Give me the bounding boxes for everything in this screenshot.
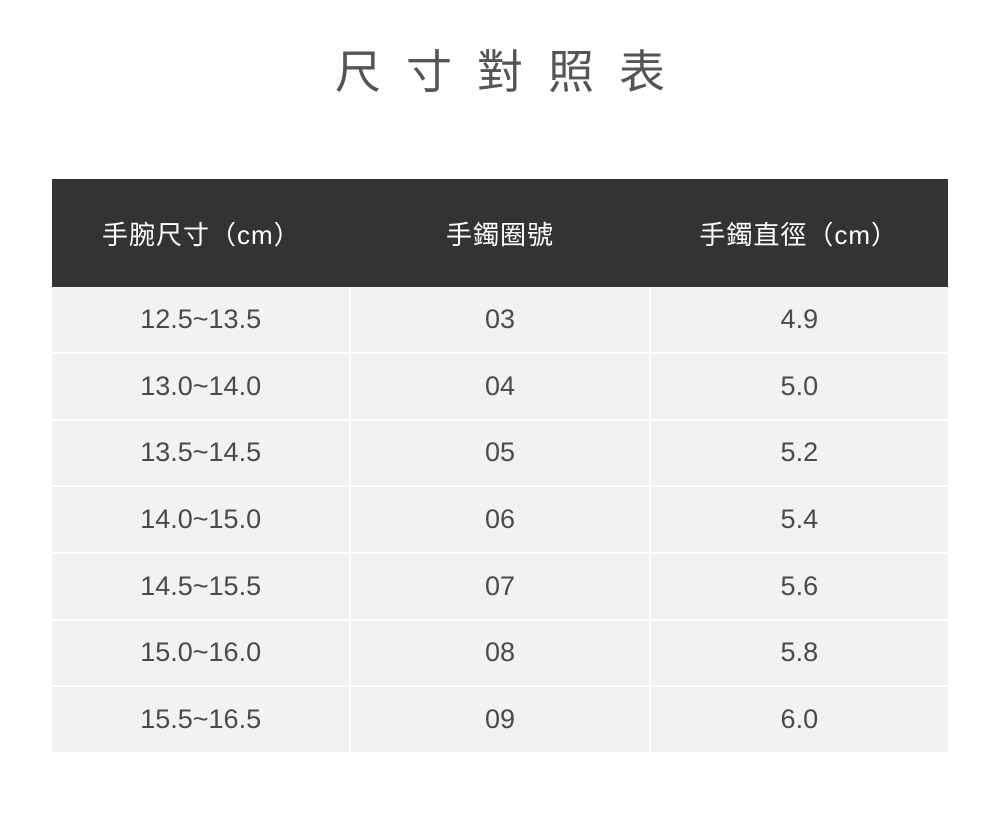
table-row: 13.5~14.5 05 5.2 xyxy=(52,420,948,486)
table-cell-wrist-size: 13.0~14.0 xyxy=(52,353,350,419)
table-cell-ring-number: 05 xyxy=(351,420,649,486)
table-cell-diameter: 5.6 xyxy=(650,553,948,619)
table-cell-diameter: 5.8 xyxy=(650,620,948,686)
table-cell-wrist-size: 15.0~16.0 xyxy=(52,620,350,686)
table-header-row: 手腕尺寸（cm） 手鐲圈號 手鐲直徑（cm） xyxy=(52,179,948,288)
table-row: 12.5~13.5 03 4.9 xyxy=(52,287,948,352)
page-title: 尺寸對照表 xyxy=(335,46,690,98)
table-cell-ring-number: 06 xyxy=(351,487,649,552)
column-header-bangle-ring-number: 手鐲圈號 xyxy=(445,219,554,250)
table-cell-wrist-size: 13.5~14.5 xyxy=(52,420,350,486)
table-cell-wrist-size: 15.5~16.5 xyxy=(52,687,350,752)
table-cell-diameter: 6.0 xyxy=(650,687,948,752)
table-cell-wrist-size: 14.0~15.0 xyxy=(52,487,350,552)
table-cell-ring-number: 07 xyxy=(351,553,649,619)
table-cell-ring-number: 04 xyxy=(351,353,649,419)
table-cell-diameter: 5.0 xyxy=(650,353,948,419)
column-header-bangle-diameter: 手鐲直徑（cm） xyxy=(699,219,898,250)
table-cell-diameter: 5.2 xyxy=(650,420,948,486)
size-comparison-table: 手腕尺寸（cm） 手鐲圈號 手鐲直徑（cm） 12.5~13.5 03 4.9 … xyxy=(52,179,948,752)
table-cell-wrist-size: 14.5~15.5 xyxy=(52,553,350,619)
table-cell-wrist-size: 12.5~13.5 xyxy=(52,287,350,352)
table-cell-diameter: 4.9 xyxy=(650,287,948,352)
table-body: 12.5~13.5 03 4.9 13.0~14.0 04 5.0 13.5~1… xyxy=(52,287,948,752)
table-row: 14.5~15.5 07 5.6 xyxy=(52,553,948,619)
table-cell-ring-number: 08 xyxy=(351,620,649,686)
column-header-wrist-size: 手腕尺寸（cm） xyxy=(101,219,301,250)
table-cell-diameter: 5.4 xyxy=(650,487,948,552)
table-row: 15.0~16.0 08 5.8 xyxy=(52,620,948,686)
table-row: 15.5~16.5 09 6.0 xyxy=(52,687,948,752)
table-cell-ring-number: 09 xyxy=(351,687,649,752)
table-row: 14.0~15.0 06 5.4 xyxy=(52,487,948,552)
table-cell-ring-number: 03 xyxy=(351,287,649,352)
table-row: 13.0~14.0 04 5.0 xyxy=(52,353,948,419)
